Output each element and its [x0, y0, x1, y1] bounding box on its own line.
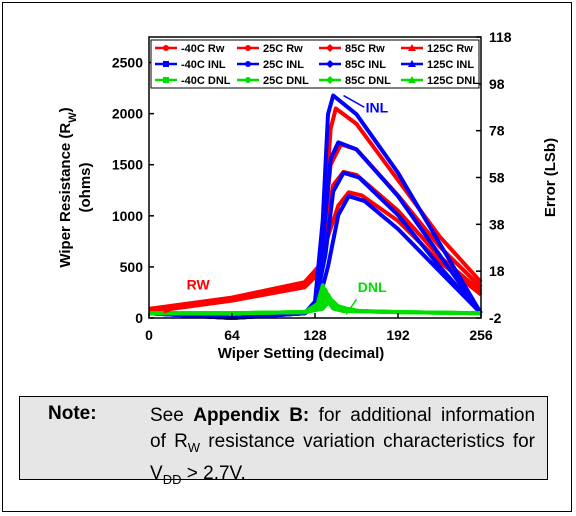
y-left-tick-label: 1500 [112, 157, 143, 173]
annotation-dnl: DNL [358, 279, 387, 295]
x-tick-label: 256 [469, 327, 493, 343]
chart: 0 64 128 192 256 0 500 1000 1500 2000 2500 -2 18 38 58… [57, 29, 559, 362]
legend-label: 125C DNL [427, 75, 479, 87]
y-left-axis-label: Wiper Resistance (RW)(ohms) [57, 107, 94, 267]
legend-marker [245, 61, 251, 67]
y-left-axis-label-line1: Wiper Resistance (RW) [57, 107, 79, 267]
annotation-rw-arrowhead [163, 309, 174, 314]
legend-label: 25C DNL [263, 75, 309, 87]
legend-label: 85C DNL [345, 75, 391, 87]
legend-marker [163, 61, 169, 67]
y-left-axis-label-close: ) [57, 107, 74, 112]
annotation-inl-leader [343, 94, 365, 108]
x-tick-label: 128 [303, 327, 327, 343]
y-right-tick-label: 98 [489, 76, 505, 92]
y-right-tick-label: 118 [489, 29, 512, 45]
figure-frame: 0 64 128 192 256 0 500 1000 1500 2000 2500 -2 18 38 58… [2, 2, 572, 512]
note-sub-w: W [187, 439, 201, 455]
y-right-axis-label: Error (LSb) [542, 138, 559, 217]
series-line-11 [149, 297, 482, 316]
legend-label: 25C Rw [263, 43, 303, 55]
legend-marker [326, 44, 334, 52]
note-text-after2: resistance variation characteristics for… [150, 431, 535, 484]
y-right-tick-label: 58 [489, 170, 505, 186]
legend-label: -40C INL [181, 59, 226, 71]
y-left-axis-label-main: Wiper Resistance (R [57, 123, 74, 268]
note-label: Note: [48, 403, 97, 424]
x-tick-label: 192 [386, 327, 410, 343]
legend-marker [408, 76, 416, 83]
legend-marker [408, 44, 416, 51]
y-right-tick-label: 18 [489, 263, 505, 279]
legend-marker [408, 60, 416, 67]
y-left-tick-label: 1000 [112, 208, 143, 224]
y-left-axis-label-sub: W [67, 112, 79, 123]
y-right-tick-label: -2 [489, 310, 502, 326]
legend-marker [326, 76, 334, 84]
x-tick-label: 0 [145, 327, 153, 343]
legend-marker [326, 60, 334, 68]
legend-marker [245, 45, 251, 51]
note-text-end: > 2.7V. [181, 462, 246, 484]
note-text: See Appendix B: for additional informati… [150, 403, 535, 493]
y-left-tick-label: 0 [135, 310, 143, 326]
legend-label: 25C INL [263, 59, 304, 71]
y-right-tick-label: 38 [489, 216, 505, 232]
y-right-tick-label: 78 [489, 123, 505, 139]
x-axis-label: Wiper Setting (decimal) [218, 345, 385, 362]
series-line-7 [148, 194, 483, 320]
note-text-after: for additional information of R [150, 405, 536, 452]
legend-marker [163, 45, 169, 51]
legend-label: 85C Rw [345, 43, 385, 55]
legend-marker [163, 77, 169, 83]
note-box: Note: See Appendix B: for additional inf… [19, 396, 548, 487]
annotation-dnl-leader [345, 298, 358, 315]
legend-label: -40C DNL [181, 75, 231, 87]
y-left-axis-label-line2: (ohms) [77, 163, 94, 213]
legend-marker [245, 77, 251, 83]
annotation-rw: RW [187, 276, 211, 292]
legend-box [150, 39, 480, 89]
y-left-tick-label: 500 [120, 259, 144, 275]
note-appendix-ref: Appendix B: [193, 405, 310, 426]
note-sub-dd: DD [162, 471, 182, 487]
legend-label: 125C INL [427, 59, 474, 71]
legend-label: 85C INL [345, 59, 386, 71]
note-text-before: See [150, 405, 194, 426]
annotation-inl: INL [366, 99, 389, 115]
y-left-tick-label: 2500 [112, 55, 143, 71]
x-tick-label: 64 [224, 327, 240, 343]
y-left-tick-label: 2000 [112, 106, 143, 122]
legend-label: 125C Rw [427, 43, 473, 55]
legend-label: -40C Rw [181, 43, 225, 55]
